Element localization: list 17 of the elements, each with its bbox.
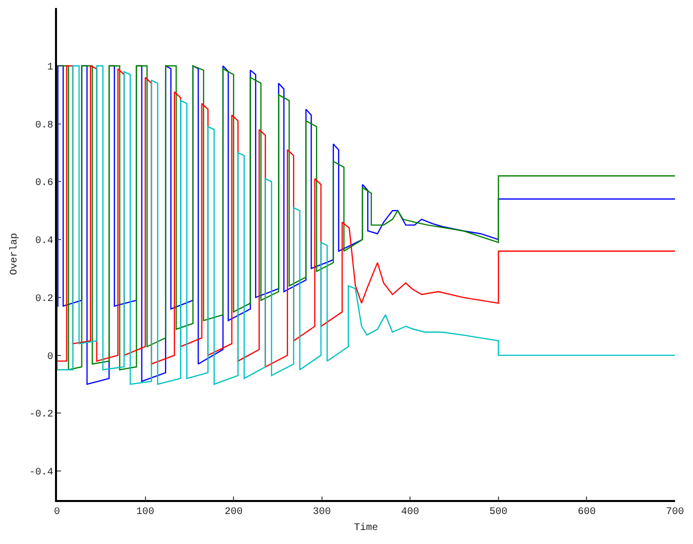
y-tick-label: 0.2 bbox=[35, 294, 54, 305]
y-tick-label: 0.6 bbox=[35, 178, 54, 190]
y-axis-title: Overlap bbox=[8, 232, 21, 276]
y-tick-label: 0 bbox=[47, 352, 54, 363]
x-tick-label: 100 bbox=[136, 506, 154, 518]
y-tick-label: 1 bbox=[47, 62, 54, 74]
y-tick-label: 0.4 bbox=[35, 236, 54, 248]
x-tick-label: 500 bbox=[489, 506, 508, 518]
x-tick-label: 700 bbox=[666, 506, 684, 518]
x-tick-label: 300 bbox=[312, 506, 331, 518]
y-tick-label: -0.4 bbox=[29, 468, 54, 479]
y-tick-label: 0.8 bbox=[35, 120, 54, 132]
x-tick-label: 600 bbox=[578, 506, 596, 518]
x-tick-label: 400 bbox=[401, 506, 420, 518]
x-axis-title: Time bbox=[354, 522, 378, 534]
x-tick-label: 200 bbox=[224, 506, 243, 518]
y-tick-label: -0.2 bbox=[29, 410, 54, 421]
